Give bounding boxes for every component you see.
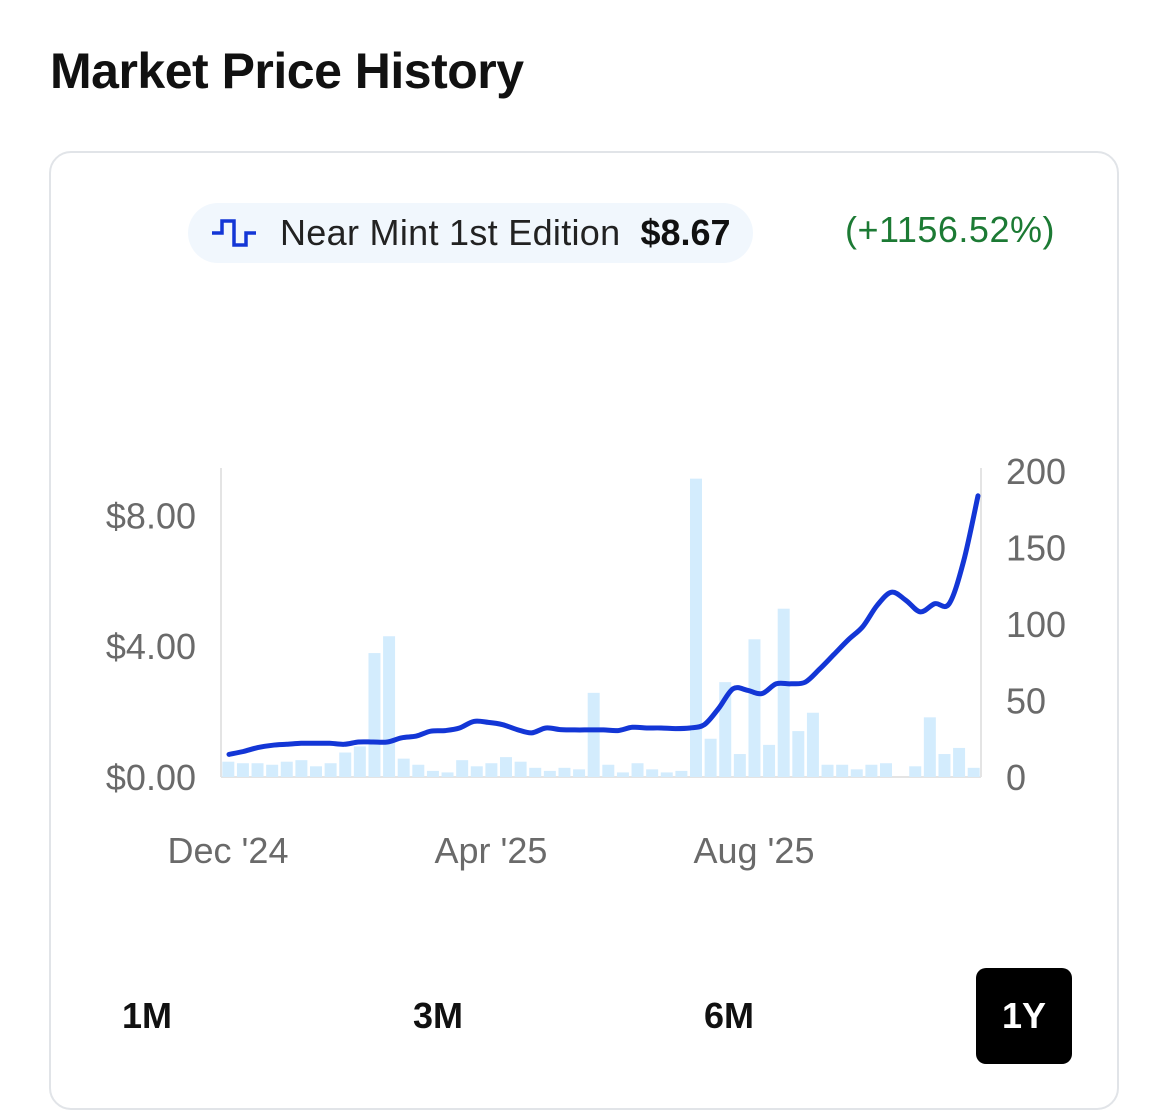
- range-button-3m[interactable]: 3M: [412, 995, 463, 1036]
- volume-bar: [719, 682, 732, 777]
- x-tick-label: Aug '25: [694, 830, 815, 871]
- volume-bar: [573, 769, 586, 777]
- volume-bar: [339, 752, 352, 777]
- right-axis-ticks: 0 50 100 150 200: [1006, 451, 1066, 798]
- volume-bar: [690, 478, 702, 777]
- y-right-tick-label: 100: [1006, 604, 1066, 645]
- volume-bar: [733, 754, 746, 777]
- y-left-tick-label: $8.00: [106, 495, 196, 536]
- volume-bar: [456, 760, 469, 777]
- volume-bar: [587, 692, 600, 777]
- volume-bar: [280, 761, 293, 777]
- volume-bar: [602, 764, 615, 777]
- volume-bar: [777, 608, 790, 777]
- volume-bar: [675, 770, 688, 777]
- volume-bar: [660, 772, 673, 777]
- volume-bar: [426, 770, 439, 777]
- volume-bar: [792, 731, 805, 777]
- volume-bar: [236, 763, 249, 777]
- y-right-tick-label: 150: [1006, 528, 1066, 569]
- page-title: Market Price History: [50, 43, 524, 99]
- volume-bar: [836, 764, 849, 777]
- y-left-tick-label: $4.00: [106, 626, 196, 667]
- volume-bar: [967, 767, 980, 777]
- volume-bar: [529, 767, 542, 777]
- volume-bar: [850, 769, 863, 777]
- volume-bar: [295, 760, 308, 777]
- legend-pill[interactable]: Near Mint 1st Edition $8.67: [188, 203, 753, 263]
- range-button-6m[interactable]: 6M: [703, 995, 754, 1036]
- left-axis-ticks: $0.00 $4.00 $8.00: [106, 495, 196, 798]
- y-right-tick-label: 50: [1006, 681, 1046, 722]
- volume-bar: [704, 738, 717, 777]
- volume-bar: [324, 763, 337, 777]
- y-left-tick-label: $0.00: [106, 757, 196, 798]
- y-right-tick-label: 200: [1006, 451, 1066, 492]
- legend-label: Near Mint 1st Edition: [280, 212, 621, 253]
- volume-bar: [397, 758, 410, 777]
- volume-bar: [353, 746, 366, 777]
- volume-bar: [938, 754, 951, 777]
- volume-bar: [251, 763, 264, 777]
- volume-bar: [631, 763, 644, 777]
- volume-bars: [222, 478, 980, 777]
- volume-bar: [909, 766, 922, 777]
- price-line: [226, 493, 981, 757]
- volume-bar: [880, 763, 892, 777]
- volume-bar: [806, 712, 819, 777]
- volume-bar: [646, 769, 659, 777]
- volume-bar: [865, 764, 878, 777]
- volume-bar: [383, 636, 396, 777]
- x-tick-label: Apr '25: [435, 830, 548, 871]
- volume-bar: [470, 766, 483, 777]
- volume-bar: [821, 764, 834, 777]
- volume-bar: [558, 767, 571, 777]
- volume-bar: [923, 717, 936, 777]
- price-line-layer: [226, 493, 981, 757]
- y-right-tick-label: 0: [1006, 757, 1026, 798]
- volume-bar: [763, 744, 776, 777]
- range-button-1m[interactable]: 1M: [121, 995, 172, 1036]
- volume-bar: [514, 761, 527, 777]
- range-button-1y[interactable]: 1Y: [976, 968, 1072, 1064]
- volume-bar: [412, 764, 425, 777]
- volume-bar: [441, 772, 454, 777]
- volume-bar: [310, 766, 322, 777]
- legend-value: $8.67: [640, 212, 731, 253]
- volume-bar: [368, 653, 381, 777]
- volume-bar: [222, 761, 235, 777]
- time-range-selector: 1M 3M 6M 1Y: [51, 968, 1117, 1064]
- price-volume-chart[interactable]: $0.00 $4.00 $8.00 0 50 100 150 200 Dec '24 Apr …: [51, 153, 1117, 913]
- price-change-percent: (+1156.52%): [845, 209, 1055, 250]
- price-history-card: Near Mint 1st Edition $8.67 (+1156.52%) …: [49, 151, 1119, 1110]
- volume-bar: [616, 772, 629, 777]
- step-line-icon: [212, 219, 256, 247]
- volume-bar: [485, 763, 498, 777]
- volume-bar: [266, 764, 279, 777]
- volume-bar: [953, 747, 966, 777]
- x-tick-label: Dec '24: [168, 830, 289, 871]
- volume-bar: [748, 639, 761, 777]
- volume-bar: [543, 770, 556, 777]
- volume-bar: [500, 757, 512, 777]
- x-axis-ticks: Dec '24 Apr '25 Aug '25: [168, 830, 815, 871]
